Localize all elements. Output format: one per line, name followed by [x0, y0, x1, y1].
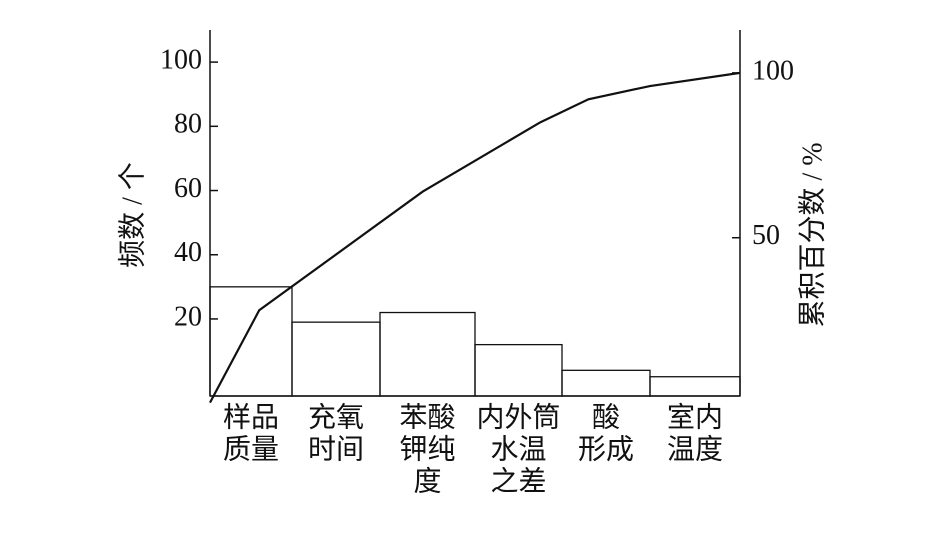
- y-tick-label: 20: [174, 301, 202, 332]
- x-tick-label: 室内: [667, 401, 723, 433]
- x-tick-label: 酸: [592, 401, 620, 433]
- x-tick-label: 时间: [308, 433, 364, 465]
- x-tick-label: 形成: [578, 433, 634, 465]
- y-tick-label: 80: [174, 109, 202, 140]
- x-tick-label: 样品: [223, 401, 279, 433]
- y-tick-label: 40: [174, 237, 202, 268]
- y2-axis-label: 累积百分数 / %: [796, 142, 828, 327]
- bar: [291, 321, 381, 397]
- x-tick-label: 度: [413, 465, 441, 497]
- y-tick-label: 60: [174, 173, 202, 204]
- bar: [649, 376, 741, 397]
- y2-tick-label: 100: [752, 55, 794, 86]
- x-tick-label: 之差: [490, 465, 546, 497]
- x-tick-label: 苯酸: [399, 401, 455, 433]
- cumulative-line: [209, 71, 741, 404]
- x-tick-label: 质量: [223, 433, 279, 465]
- bar: [474, 343, 563, 397]
- y2-tick-label: 50: [752, 220, 780, 251]
- y-axis-label: 频数 / 个: [116, 162, 148, 268]
- x-tick-label: 内外筒: [476, 401, 560, 433]
- bar: [561, 369, 651, 397]
- y-tick-label: 100: [160, 45, 202, 76]
- bar: [379, 311, 476, 397]
- x-tick-label: 钾纯: [399, 433, 455, 465]
- x-tick-label: 充氧: [308, 401, 364, 433]
- x-tick-label: 温度: [667, 433, 723, 465]
- x-tick-label: 水温: [490, 433, 546, 465]
